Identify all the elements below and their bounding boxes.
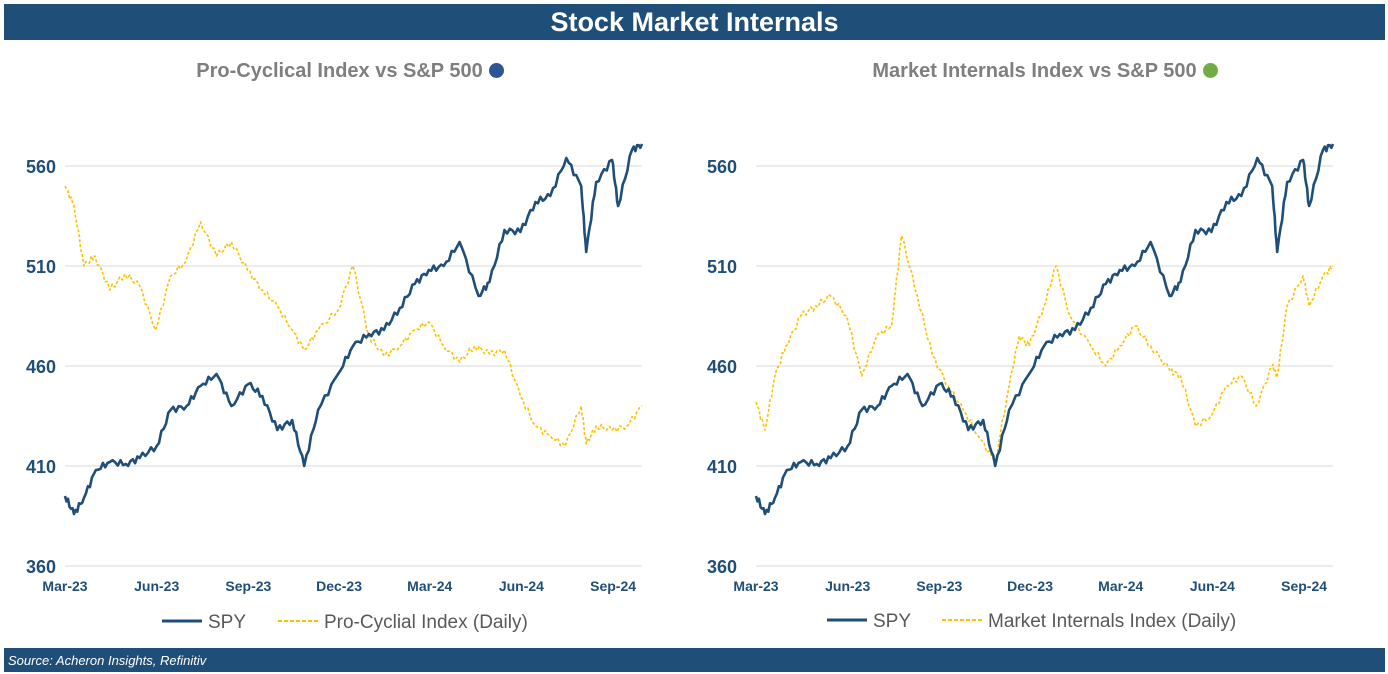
page-footer: Source: Acheron Insights, Refinitiv — [4, 648, 1385, 672]
y-tick-label: 560 — [26, 157, 56, 177]
right-chart-title-text: Market Internals Index vs S&P 500 — [872, 60, 1197, 82]
x-tick-label: Mar-24 — [407, 578, 452, 594]
x-tick-label: Sep-23 — [916, 578, 962, 594]
y-tick-label: 410 — [707, 457, 737, 477]
left-chart-title: Pro-Cyclical Index vs S&P 500 — [40, 60, 660, 83]
x-tick-label: Jun-23 — [825, 578, 870, 594]
page-title: Stock Market Internals — [550, 7, 839, 37]
index-series-line — [755, 235, 1334, 463]
x-tick-label: Mar-23 — [42, 578, 87, 594]
y-tick-label: 510 — [26, 257, 56, 277]
spy-series-line — [754, 143, 1335, 516]
x-tick-label: Jun-24 — [1190, 578, 1235, 594]
x-tick-label: Dec-23 — [1007, 578, 1053, 594]
y-tick-label: 410 — [26, 457, 56, 477]
right-chart-title: Market Internals Index vs S&P 500 — [730, 60, 1360, 83]
x-tick-label: Mar-24 — [1098, 578, 1143, 594]
x-tick-label: Jun-24 — [499, 578, 544, 594]
x-tick-label: Mar-23 — [733, 578, 778, 594]
spy-series-line — [63, 143, 644, 516]
legend-label: Pro-Cyclial Index (Daily) — [324, 612, 528, 633]
x-tick-label: Sep-24 — [1281, 578, 1327, 594]
x-tick-label: Sep-24 — [590, 578, 636, 594]
y-tick-label: 510 — [707, 257, 737, 277]
y-tick-label: 560 — [707, 157, 737, 177]
source-note: Source: Acheron Insights, Refinitiv — [8, 653, 207, 668]
blue-dot-icon — [488, 63, 504, 78]
left-chart: 360 410 460 510 560 Mar-23 Jun-23 Sep-23 Dec-23 M… — [26, 143, 644, 633]
legend-label: Market Internals Index (Daily) — [988, 611, 1236, 632]
y-tick-label: 460 — [26, 357, 56, 377]
x-tick-label: Sep-23 — [225, 578, 271, 594]
y-tick-label: 360 — [707, 557, 737, 577]
green-dot-icon — [1202, 63, 1218, 78]
right-chart: 360 410 460 510 560 Mar-23 Jun-23 Sep-23 Dec-23 M… — [707, 143, 1335, 632]
y-tick-label: 460 — [707, 357, 737, 377]
x-tick-label: Jun-23 — [134, 578, 179, 594]
left-chart-title-text: Pro-Cyclical Index vs S&P 500 — [196, 60, 483, 82]
y-tick-label: 360 — [26, 557, 56, 577]
legend-label: SPY — [873, 611, 911, 632]
page-header: Stock Market Internals — [4, 4, 1385, 40]
legend-label: SPY — [208, 612, 246, 633]
index-series-line — [64, 185, 643, 447]
x-tick-label: Dec-23 — [316, 578, 362, 594]
